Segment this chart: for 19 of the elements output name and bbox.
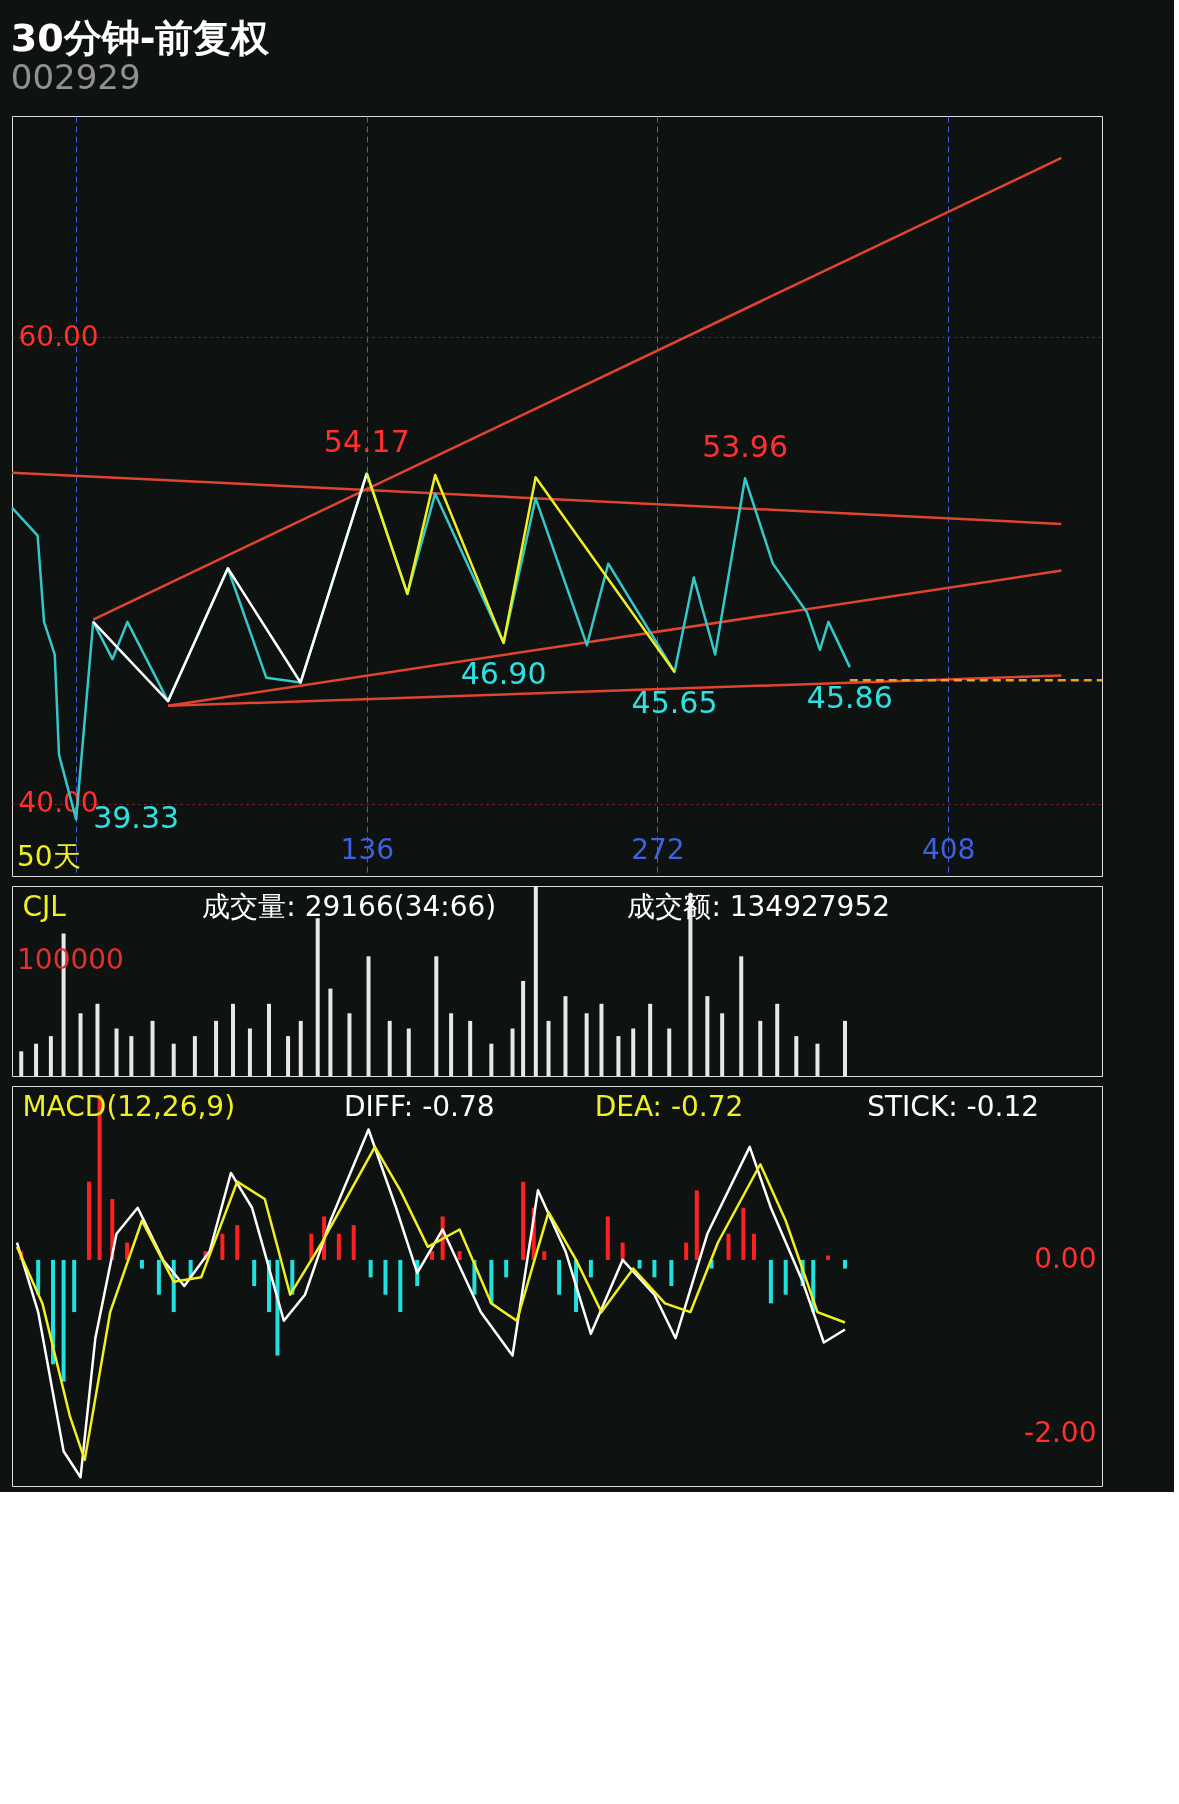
annotation: 45.86 [806,680,893,716]
annotation: 成交量: 29166(34:66) [202,890,497,923]
x-tick-label: 272 [631,832,685,866]
chart-title: 30分钟-前复权 [10,16,271,60]
annotation: STICK: -0.12 [867,1090,1040,1123]
annotation: DEA: -0.72 [594,1090,744,1123]
annotation: 46.90 [460,655,547,691]
y-tick-label: 60.00 [18,319,99,353]
y-tick-label: -2.00 [1024,1416,1097,1450]
annotation: 45.65 [631,685,718,721]
x-tick-label: 136 [340,832,395,866]
annotation: CJL [22,890,67,923]
annotation: 53.96 [702,429,789,465]
y-tick-label: 0.00 [1034,1242,1097,1276]
chart-subtitle: 002929 [10,57,141,97]
annotation: DIFF: -0.78 [344,1090,495,1123]
x-tick-label: 408 [921,832,976,866]
annotation: 54.17 [323,424,410,460]
annotation: 50天 [17,840,81,873]
